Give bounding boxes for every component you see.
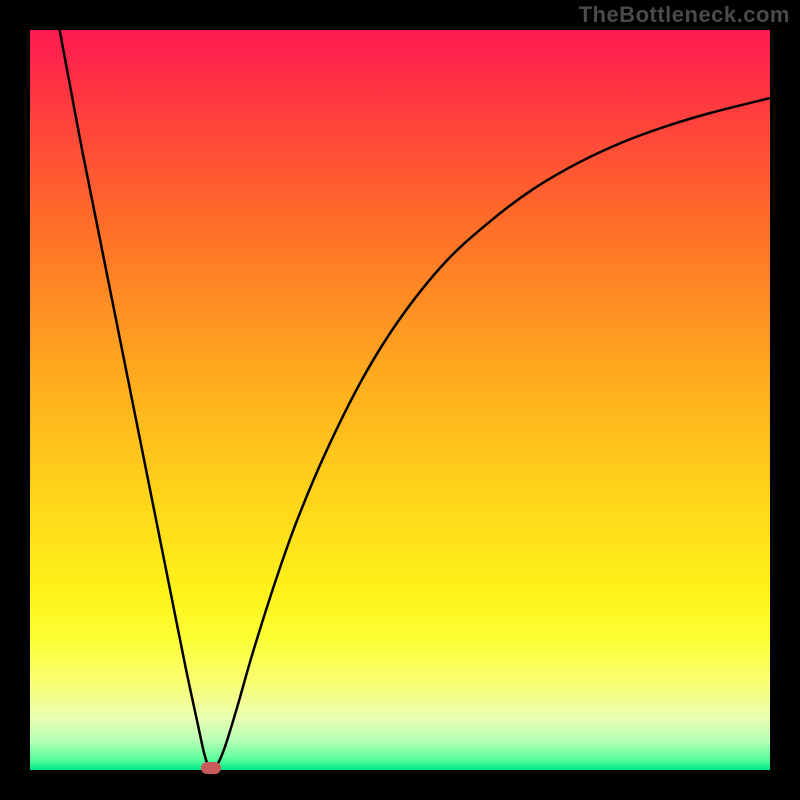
attribution-text: TheBottleneck.com [579, 2, 790, 28]
plot-area [30, 30, 770, 770]
gradient-background [30, 30, 770, 770]
optimum-marker [201, 762, 221, 774]
chart-frame: TheBottleneck.com [0, 0, 800, 800]
